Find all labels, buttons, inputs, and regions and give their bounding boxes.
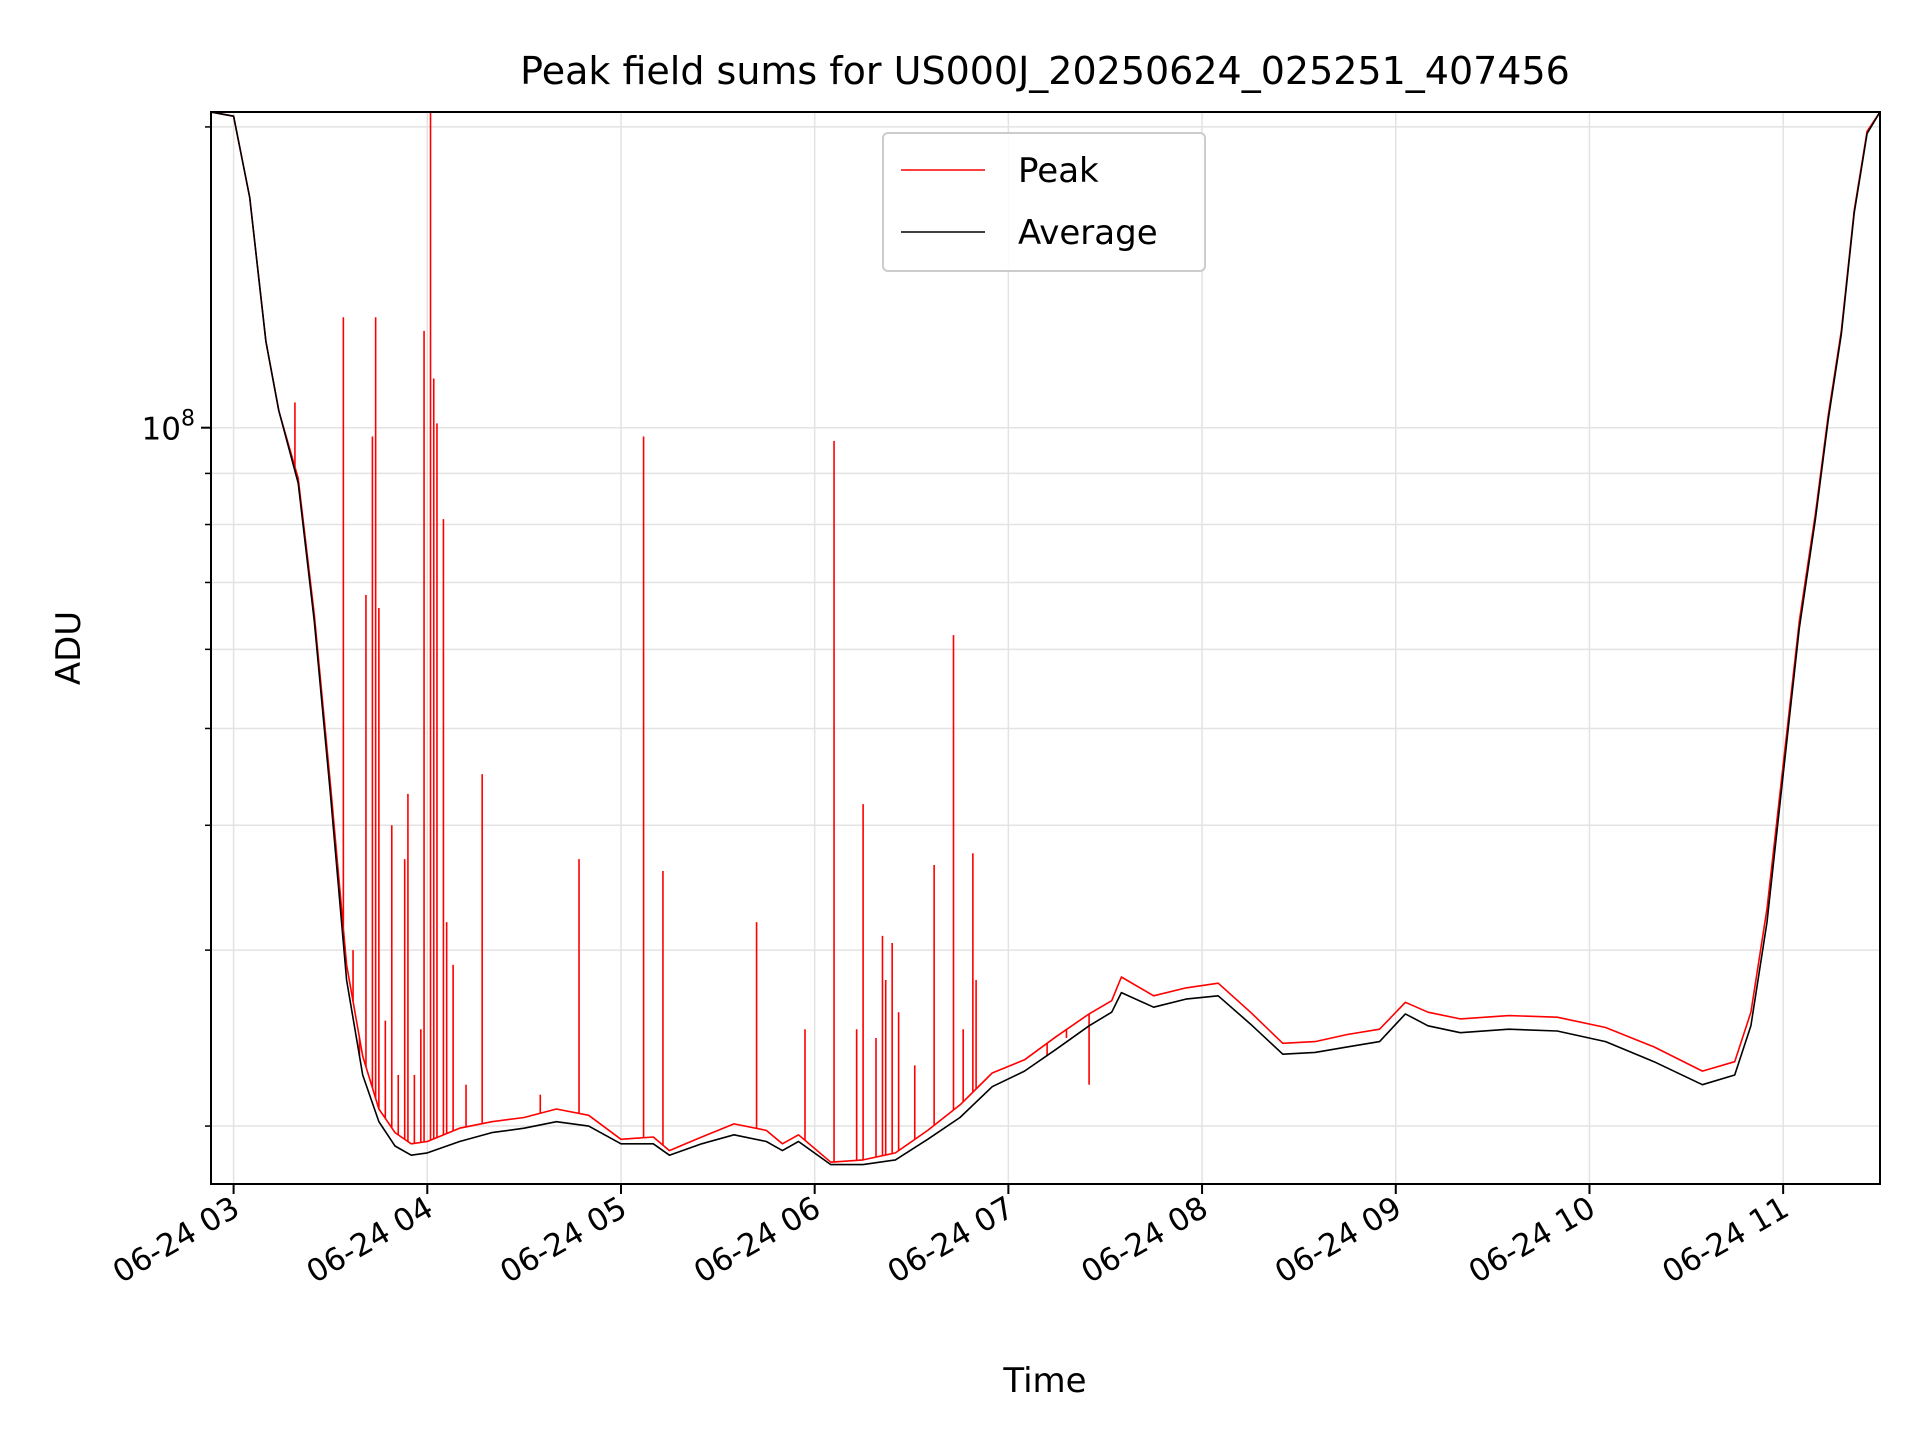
legend-label-peak: Peak: [1018, 151, 1099, 191]
y-axis: 108: [142, 126, 211, 1127]
x-axis-label: Time: [1002, 1361, 1086, 1401]
y-axis-label: ADU: [49, 611, 89, 685]
plot-frame: [210, 111, 1881, 1185]
chart-title: Peak field sums for US000J_20250624_0252…: [520, 49, 1570, 93]
plot-area: [210, 111, 1881, 1185]
legend-box: [882, 132, 1206, 272]
y-tick-label: 108: [142, 407, 195, 448]
grid: [211, 112, 1880, 1184]
series-line-average: [211, 112, 1880, 1166]
series-line-peak: [211, 112, 1880, 1163]
legend-label-average: Average: [1018, 213, 1158, 253]
legend: Peak Average: [882, 132, 1206, 272]
series-layer: [211, 112, 1880, 1166]
